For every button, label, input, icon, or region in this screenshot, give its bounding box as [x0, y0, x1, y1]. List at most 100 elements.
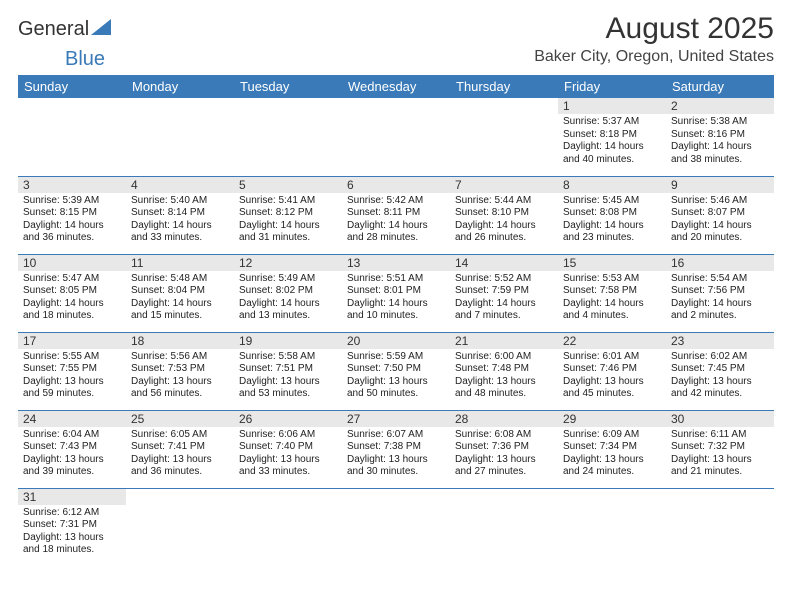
day-number: 9 — [666, 177, 774, 193]
logo-text-1: General — [18, 18, 89, 41]
day-body: Sunrise: 5:45 AMSunset: 8:08 PMDaylight:… — [558, 193, 666, 248]
calendar-cell: 30Sunrise: 6:11 AMSunset: 7:32 PMDayligh… — [666, 410, 774, 488]
daylight-text: Daylight: 13 hours and 18 minutes. — [23, 532, 121, 557]
sunset-text: Sunset: 7:41 PM — [131, 441, 229, 454]
calendar-cell: 31Sunrise: 6:12 AMSunset: 7:31 PMDayligh… — [18, 488, 126, 566]
sunset-text: Sunset: 8:01 PM — [347, 285, 445, 298]
day-body: Sunrise: 5:40 AMSunset: 8:14 PMDaylight:… — [126, 193, 234, 248]
calendar-cell-empty — [558, 488, 666, 566]
day-number: 23 — [666, 333, 774, 349]
sunset-text: Sunset: 7:50 PM — [347, 363, 445, 376]
daylight-text: Daylight: 14 hours and 7 minutes. — [455, 298, 553, 323]
daylight-text: Daylight: 13 hours and 33 minutes. — [239, 454, 337, 479]
day-body: Sunrise: 5:37 AMSunset: 8:18 PMDaylight:… — [558, 114, 666, 169]
day-body: Sunrise: 5:46 AMSunset: 8:07 PMDaylight:… — [666, 193, 774, 248]
day-number: 10 — [18, 255, 126, 271]
logo-text-2: Blue — [65, 48, 792, 71]
day-body: Sunrise: 6:04 AMSunset: 7:43 PMDaylight:… — [18, 427, 126, 482]
day-number: 24 — [18, 411, 126, 427]
sunrise-text: Sunrise: 5:51 AM — [347, 273, 445, 286]
daylight-text: Daylight: 13 hours and 27 minutes. — [455, 454, 553, 479]
calendar-cell-empty — [126, 488, 234, 566]
sunset-text: Sunset: 7:38 PM — [347, 441, 445, 454]
daylight-text: Daylight: 14 hours and 26 minutes. — [455, 220, 553, 245]
calendar-cell: 21Sunrise: 6:00 AMSunset: 7:48 PMDayligh… — [450, 332, 558, 410]
day-body: Sunrise: 6:08 AMSunset: 7:36 PMDaylight:… — [450, 427, 558, 482]
sunset-text: Sunset: 7:40 PM — [239, 441, 337, 454]
calendar-cell-empty — [126, 98, 234, 176]
calendar-cell: 7Sunrise: 5:44 AMSunset: 8:10 PMDaylight… — [450, 176, 558, 254]
day-number: 3 — [18, 177, 126, 193]
calendar-cell-empty — [450, 98, 558, 176]
day-number: 25 — [126, 411, 234, 427]
sunrise-text: Sunrise: 5:40 AM — [131, 195, 229, 208]
calendar-cell: 8Sunrise: 5:45 AMSunset: 8:08 PMDaylight… — [558, 176, 666, 254]
daylight-text: Daylight: 13 hours and 24 minutes. — [563, 454, 661, 479]
calendar-cell: 12Sunrise: 5:49 AMSunset: 8:02 PMDayligh… — [234, 254, 342, 332]
day-body: Sunrise: 6:06 AMSunset: 7:40 PMDaylight:… — [234, 427, 342, 482]
sunrise-text: Sunrise: 5:44 AM — [455, 195, 553, 208]
day-number: 7 — [450, 177, 558, 193]
day-body: Sunrise: 5:54 AMSunset: 7:56 PMDaylight:… — [666, 271, 774, 326]
sunrise-text: Sunrise: 5:45 AM — [563, 195, 661, 208]
daylight-text: Daylight: 14 hours and 4 minutes. — [563, 298, 661, 323]
calendar-cell: 5Sunrise: 5:41 AMSunset: 8:12 PMDaylight… — [234, 176, 342, 254]
calendar-cell: 29Sunrise: 6:09 AMSunset: 7:34 PMDayligh… — [558, 410, 666, 488]
daylight-text: Daylight: 13 hours and 42 minutes. — [671, 376, 769, 401]
day-body: Sunrise: 6:02 AMSunset: 7:45 PMDaylight:… — [666, 349, 774, 404]
weekday-header-row: Sunday Monday Tuesday Wednesday Thursday… — [18, 75, 774, 98]
daylight-text: Daylight: 14 hours and 31 minutes. — [239, 220, 337, 245]
calendar-row: 3Sunrise: 5:39 AMSunset: 8:15 PMDaylight… — [18, 176, 774, 254]
sunset-text: Sunset: 7:59 PM — [455, 285, 553, 298]
calendar-cell: 13Sunrise: 5:51 AMSunset: 8:01 PMDayligh… — [342, 254, 450, 332]
day-number: 18 — [126, 333, 234, 349]
daylight-text: Daylight: 13 hours and 39 minutes. — [23, 454, 121, 479]
weekday-header: Saturday — [666, 75, 774, 98]
sunrise-text: Sunrise: 5:52 AM — [455, 273, 553, 286]
sunset-text: Sunset: 8:15 PM — [23, 207, 121, 220]
sunrise-text: Sunrise: 6:11 AM — [671, 429, 769, 442]
day-body: Sunrise: 5:56 AMSunset: 7:53 PMDaylight:… — [126, 349, 234, 404]
calendar-cell: 14 Sunrise: 5:52 AMSunset: 7:59 PMDayligh… — [450, 254, 558, 332]
calendar-cell: 16Sunrise: 5:54 AMSunset: 7:56 PMDayligh… — [666, 254, 774, 332]
calendar-cell: 4Sunrise: 5:40 AMSunset: 8:14 PMDaylight… — [126, 176, 234, 254]
daylight-text: Daylight: 14 hours and 20 minutes. — [671, 220, 769, 245]
day-body: Sunrise: 6:11 AMSunset: 7:32 PMDaylight:… — [666, 427, 774, 482]
daylight-text: Daylight: 13 hours and 30 minutes. — [347, 454, 445, 479]
calendar-cell: 3Sunrise: 5:39 AMSunset: 8:15 PMDaylight… — [18, 176, 126, 254]
calendar-cell: 19Sunrise: 5:58 AMSunset: 7:51 PMDayligh… — [234, 332, 342, 410]
weekday-header: Monday — [126, 75, 234, 98]
calendar-row: 31Sunrise: 6:12 AMSunset: 7:31 PMDayligh… — [18, 488, 774, 566]
day-body: Sunrise: 5:38 AMSunset: 8:16 PMDaylight:… — [666, 114, 774, 169]
daylight-text: Daylight: 14 hours and 40 minutes. — [563, 141, 661, 166]
calendar-cell-empty — [666, 488, 774, 566]
day-number: 14 — [450, 255, 558, 271]
day-body: Sunrise: 5:41 AMSunset: 8:12 PMDaylight:… — [234, 193, 342, 248]
day-number: 12 — [234, 255, 342, 271]
day-body: Sunrise: 6:00 AMSunset: 7:48 PMDaylight:… — [450, 349, 558, 404]
day-body: Sunrise: 6:01 AMSunset: 7:46 PMDaylight:… — [558, 349, 666, 404]
daylight-text: Daylight: 13 hours and 48 minutes. — [455, 376, 553, 401]
sunrise-text: Sunrise: 5:47 AM — [23, 273, 121, 286]
sunrise-text: Sunrise: 5:48 AM — [131, 273, 229, 286]
calendar-cell: 26Sunrise: 6:06 AMSunset: 7:40 PMDayligh… — [234, 410, 342, 488]
sunrise-text: Sunrise: 5:41 AM — [239, 195, 337, 208]
sunset-text: Sunset: 7:43 PM — [23, 441, 121, 454]
daylight-text: Daylight: 14 hours and 38 minutes. — [671, 141, 769, 166]
day-number: 21 — [450, 333, 558, 349]
day-number: 15 — [558, 255, 666, 271]
sunset-text: Sunset: 7:45 PM — [671, 363, 769, 376]
weekday-header: Tuesday — [234, 75, 342, 98]
day-body: Sunrise: 5:47 AMSunset: 8:05 PMDaylight:… — [18, 271, 126, 326]
sunrise-text: Sunrise: 5:55 AM — [23, 351, 121, 364]
daylight-text: Daylight: 13 hours and 59 minutes. — [23, 376, 121, 401]
sunset-text: Sunset: 7:34 PM — [563, 441, 661, 454]
day-body: Sunrise: 5:58 AMSunset: 7:51 PMDaylight:… — [234, 349, 342, 404]
daylight-text: Daylight: 13 hours and 36 minutes. — [131, 454, 229, 479]
weekday-header: Friday — [558, 75, 666, 98]
daylight-text: Daylight: 13 hours and 56 minutes. — [131, 376, 229, 401]
day-body: Sunrise: 6:05 AMSunset: 7:41 PMDaylight:… — [126, 427, 234, 482]
calendar-cell-empty — [450, 488, 558, 566]
sunset-text: Sunset: 7:31 PM — [23, 519, 121, 532]
daylight-text: Daylight: 14 hours and 2 minutes. — [671, 298, 769, 323]
